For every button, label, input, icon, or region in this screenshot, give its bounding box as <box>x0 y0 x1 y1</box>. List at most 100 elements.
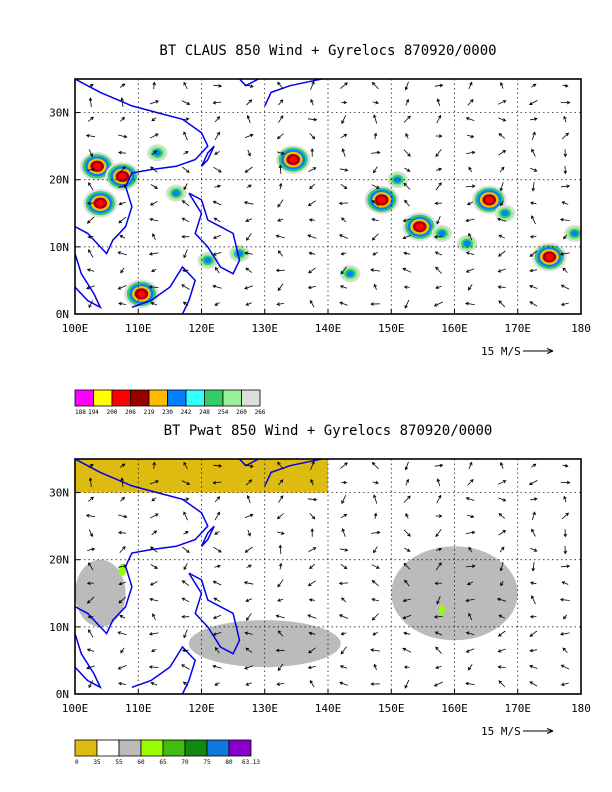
wind-arrow-119 <box>340 563 348 570</box>
wind-arrow-10 <box>85 514 95 518</box>
cloud-cell-17-ring-3 <box>463 240 471 247</box>
wind-arrow-214 <box>563 614 568 620</box>
wind-arrow-118 <box>338 201 349 206</box>
wind-arrow-17 <box>117 251 127 256</box>
vector-scale-label: 15 M/S <box>481 725 521 738</box>
wind-arrow-169 <box>467 284 473 291</box>
wind-arrow-4 <box>87 615 94 619</box>
wind-arrow-77 <box>246 184 252 189</box>
wind-arrow-181 <box>468 461 473 470</box>
wind-arrow-140 <box>404 679 410 689</box>
wind-arrow-26 <box>120 97 124 108</box>
wind-arrow-58 <box>214 266 220 274</box>
wind-arrow-79 <box>247 149 251 157</box>
wind-arrow-197 <box>529 284 538 289</box>
wind-arrow-163 <box>435 148 442 158</box>
wind-arrow-79 <box>247 529 251 537</box>
wind-arrow-32 <box>152 233 156 240</box>
wind-arrow-35 <box>150 184 159 189</box>
wind-arrow-210 <box>560 302 569 306</box>
wind-arrow-180 <box>467 479 474 486</box>
wind-arrow-161 <box>435 182 442 191</box>
cloud-cell-6-ring-5 <box>415 223 424 231</box>
wind-arrow-65 <box>214 531 220 535</box>
wind-arrow-38 <box>149 513 159 519</box>
wind-arrow-55 <box>183 81 188 90</box>
colorbar-label-4: 65 <box>159 759 167 766</box>
wind-arrow-150 <box>405 513 409 519</box>
wind-arrow-198 <box>529 268 538 273</box>
wind-arrow-100 <box>308 647 316 654</box>
wind-arrow-83 <box>244 84 254 88</box>
wind-arrow-19 <box>118 216 127 224</box>
wind-arrow-32 <box>152 613 156 620</box>
wind-arrow-54 <box>181 100 191 105</box>
wind-arrow-56 <box>214 302 220 306</box>
wind-arrow-158 <box>433 235 443 239</box>
wind-arrow-93 <box>276 531 285 535</box>
moist-region-2 <box>391 546 518 641</box>
wind-arrow-37 <box>151 150 158 156</box>
wind-arrow-2 <box>86 648 95 652</box>
wind-arrow-89 <box>277 598 284 602</box>
wind-arrow-36 <box>150 546 158 553</box>
wind-arrow-55 <box>183 461 188 470</box>
wind-arrow-114 <box>340 646 347 655</box>
wind-arrow-103 <box>308 598 315 602</box>
wind-arrow-215 <box>559 598 570 602</box>
moist-core-1 <box>438 605 445 616</box>
wind-arrow-131 <box>371 218 379 222</box>
wind-arrow-118 <box>338 581 349 586</box>
wind-arrow-179 <box>465 497 475 501</box>
wind-arrow-70 <box>245 302 252 306</box>
wind-arrow-99 <box>307 285 316 290</box>
wind-arrow-116 <box>338 234 349 239</box>
wind-arrow-191 <box>498 530 507 536</box>
wind-arrow-25 <box>120 496 125 502</box>
wind-arrow-34 <box>149 201 158 206</box>
wind-arrow-78 <box>244 166 253 173</box>
wind-arrow-186 <box>498 614 506 619</box>
cloud-fields <box>79 144 581 309</box>
colorbar-label-8: 63.13 <box>242 759 260 766</box>
coast-segment-3 <box>188 192 241 275</box>
wind-arrow-193 <box>498 497 507 502</box>
coast-segment-4 <box>131 645 197 694</box>
wind-arrow-146 <box>404 579 410 587</box>
wind-arrow-175 <box>465 564 476 569</box>
wind-arrow-174 <box>466 581 474 586</box>
wind-arrow-115 <box>340 631 347 636</box>
wind-arrow-60 <box>212 234 222 239</box>
wind-arrow-128 <box>370 268 380 272</box>
wind-arrow-91 <box>278 182 283 190</box>
wind-arrow-195 <box>500 461 504 469</box>
wind-arrow-0 <box>88 680 93 689</box>
wind-arrow-18 <box>119 615 126 619</box>
colorbar-label-10: 266 <box>255 409 266 416</box>
wind-arrow-44 <box>181 268 189 273</box>
wind-arrow-3 <box>88 249 94 258</box>
wind-arrow-215 <box>559 218 570 222</box>
colorbar-swatch-6 <box>206 739 230 757</box>
wind-arrow-36 <box>150 166 158 173</box>
wind-arrow-168 <box>465 681 475 686</box>
wind-arrow-166 <box>436 478 441 487</box>
colorbar-pwat: 0 35 55 60 65 70 75 80 63.13 <box>74 739 260 766</box>
wind-arrow-43 <box>181 664 190 670</box>
wind-arrow-138 <box>372 480 380 485</box>
colorbar-label-0: 188 <box>75 409 86 416</box>
wind-arrow-100 <box>308 267 316 274</box>
wind-arrow-146 <box>404 199 410 207</box>
colorbar-swatch-5 <box>184 739 208 757</box>
wind-arrow-164 <box>435 514 443 518</box>
wind-arrow-87 <box>277 630 284 637</box>
wind-arrow-132 <box>371 580 379 587</box>
wind-arrow-175 <box>465 184 476 189</box>
wind-arrow-104 <box>307 200 317 207</box>
wind-arrow-114 <box>340 266 347 275</box>
wind-arrow-201 <box>531 595 536 605</box>
wind-arrow-205 <box>531 148 536 157</box>
wind-arrow-190 <box>499 166 505 173</box>
wind-arrow-223 <box>562 463 569 468</box>
wind-arrow-106 <box>308 167 317 172</box>
